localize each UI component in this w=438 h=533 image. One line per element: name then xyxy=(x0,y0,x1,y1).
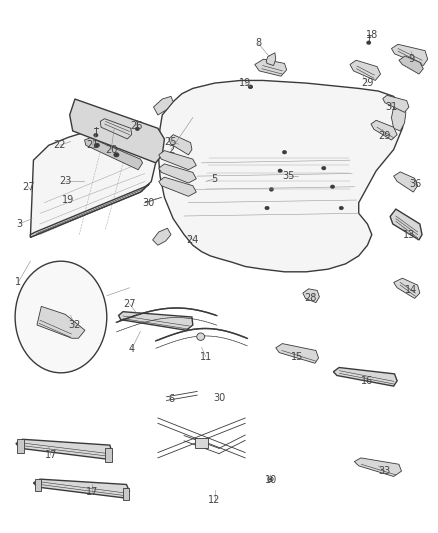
Text: 25: 25 xyxy=(165,136,177,147)
Polygon shape xyxy=(37,306,85,338)
Bar xyxy=(35,479,41,491)
Text: 17: 17 xyxy=(45,450,57,460)
Bar xyxy=(17,439,24,453)
Polygon shape xyxy=(152,228,171,245)
Ellipse shape xyxy=(269,188,274,191)
Text: 2: 2 xyxy=(168,144,174,155)
Polygon shape xyxy=(159,177,196,196)
Ellipse shape xyxy=(339,206,343,210)
Ellipse shape xyxy=(330,185,335,189)
Ellipse shape xyxy=(321,166,326,170)
Text: 9: 9 xyxy=(408,54,414,64)
Text: 30: 30 xyxy=(142,198,154,208)
Ellipse shape xyxy=(269,478,272,480)
Bar xyxy=(195,438,208,448)
Text: 12: 12 xyxy=(208,495,221,505)
Polygon shape xyxy=(392,107,406,131)
Polygon shape xyxy=(394,278,420,298)
Text: 29: 29 xyxy=(379,131,391,141)
Polygon shape xyxy=(100,119,132,139)
Text: 6: 6 xyxy=(168,394,174,405)
Text: 27: 27 xyxy=(22,182,35,192)
Polygon shape xyxy=(354,458,402,477)
Text: 27: 27 xyxy=(123,298,136,309)
Ellipse shape xyxy=(367,41,371,45)
Polygon shape xyxy=(350,60,381,80)
Text: 4: 4 xyxy=(129,344,135,354)
Text: 8: 8 xyxy=(255,38,261,48)
Polygon shape xyxy=(169,135,192,155)
Polygon shape xyxy=(383,95,409,112)
Text: 20: 20 xyxy=(105,144,117,155)
Text: 35: 35 xyxy=(283,171,295,181)
Polygon shape xyxy=(255,59,287,76)
Ellipse shape xyxy=(278,169,283,173)
Polygon shape xyxy=(333,368,397,386)
Polygon shape xyxy=(159,164,196,183)
Text: 17: 17 xyxy=(86,488,99,497)
Polygon shape xyxy=(390,209,422,240)
Text: 16: 16 xyxy=(361,376,374,386)
Polygon shape xyxy=(303,289,319,303)
Polygon shape xyxy=(119,312,193,330)
Polygon shape xyxy=(266,53,276,66)
Text: 23: 23 xyxy=(59,176,71,187)
Polygon shape xyxy=(392,44,427,66)
Text: 14: 14 xyxy=(405,286,417,295)
Text: 13: 13 xyxy=(403,230,415,240)
Ellipse shape xyxy=(265,206,269,210)
Text: 10: 10 xyxy=(265,475,278,485)
Polygon shape xyxy=(158,80,405,272)
Text: 19: 19 xyxy=(239,78,251,88)
Text: 30: 30 xyxy=(213,393,225,403)
Ellipse shape xyxy=(283,150,287,154)
Text: 1: 1 xyxy=(15,278,21,287)
Polygon shape xyxy=(153,96,173,115)
Text: 28: 28 xyxy=(304,293,317,303)
Text: 33: 33 xyxy=(379,466,391,476)
Text: 22: 22 xyxy=(53,140,66,150)
Text: 26: 26 xyxy=(130,120,142,131)
Polygon shape xyxy=(16,439,112,459)
Text: 18: 18 xyxy=(366,30,378,41)
Ellipse shape xyxy=(248,85,253,88)
Polygon shape xyxy=(30,184,149,237)
Polygon shape xyxy=(33,479,130,498)
Text: 15: 15 xyxy=(291,352,304,362)
Ellipse shape xyxy=(114,153,119,157)
Ellipse shape xyxy=(94,133,98,137)
Ellipse shape xyxy=(197,333,205,341)
Text: 36: 36 xyxy=(410,179,422,189)
Polygon shape xyxy=(30,128,155,237)
Text: 3: 3 xyxy=(16,219,22,229)
Text: 11: 11 xyxy=(200,352,212,362)
Text: 31: 31 xyxy=(385,102,398,112)
Polygon shape xyxy=(394,172,418,192)
Text: 21: 21 xyxy=(86,140,99,150)
Text: 29: 29 xyxy=(361,78,374,88)
Bar xyxy=(123,488,130,500)
Text: 32: 32 xyxy=(69,320,81,330)
Polygon shape xyxy=(399,56,424,74)
Text: 19: 19 xyxy=(62,195,74,205)
Text: 5: 5 xyxy=(212,174,218,184)
Ellipse shape xyxy=(135,127,140,131)
Circle shape xyxy=(15,261,107,373)
Ellipse shape xyxy=(94,143,99,148)
Polygon shape xyxy=(70,99,164,163)
Polygon shape xyxy=(276,344,318,364)
Bar xyxy=(106,448,112,462)
Polygon shape xyxy=(85,138,143,169)
Polygon shape xyxy=(371,120,397,140)
Polygon shape xyxy=(159,151,196,169)
Text: 24: 24 xyxy=(187,235,199,245)
